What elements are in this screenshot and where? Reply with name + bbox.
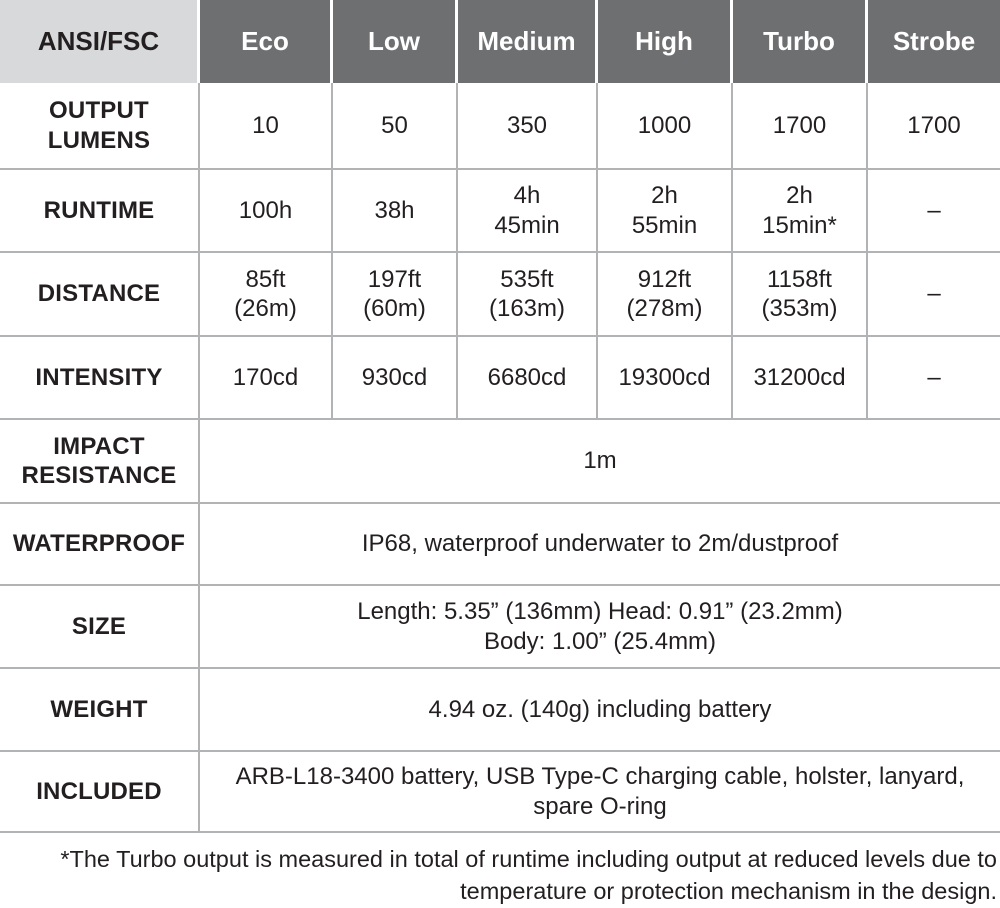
intensity-strobe: – — [927, 363, 941, 391]
output-lumens-high: 1000 — [598, 83, 733, 168]
output-lumens-strobe: 1700 — [907, 111, 961, 139]
intensity-turbo: 31200cd — [733, 337, 868, 418]
distance-medium: 535ft (163m) — [458, 253, 598, 335]
runtime-high: 2h 55min — [598, 170, 733, 251]
distance-strobe: – — [927, 280, 941, 308]
table-row-size: SIZE Length: 5.35” (136mm) Head: 0.91” (… — [0, 584, 1000, 667]
impact-resistance-value: 1m — [583, 447, 617, 475]
header-cell-strobe: Strobe — [868, 0, 1000, 83]
output-lumens-eco: 10 — [200, 83, 333, 168]
header-cell-medium: Medium — [458, 0, 598, 83]
header-cell-eco: Eco — [200, 0, 333, 83]
row-label-impact-resistance: IMPACT RESISTANCE — [0, 420, 200, 502]
runtime-eco: 100h — [200, 170, 333, 251]
header-cell-turbo: Turbo — [733, 0, 868, 83]
distance-eco: 85ft (26m) — [200, 253, 333, 335]
intensity-low: 930cd — [333, 337, 458, 418]
runtime-strobe: – — [927, 196, 941, 224]
table-row-impact-resistance: IMPACT RESISTANCE 1m — [0, 418, 1000, 502]
intensity-high: 19300cd — [598, 337, 733, 418]
row-label-runtime: RUNTIME — [0, 170, 200, 251]
runtime-turbo: 2h 15min* — [733, 170, 868, 251]
intensity-eco: 170cd — [200, 337, 333, 418]
header-cell-high: High — [598, 0, 733, 83]
size-value: Length: 5.35” (136mm) Head: 0.91” (23.2m… — [357, 598, 843, 655]
table-row-intensity: INTENSITY 170cd 930cd 6680cd 19300cd 312… — [0, 335, 1000, 418]
table-row-runtime: RUNTIME 100h 38h 4h 45min 2h 55min 2h 15… — [0, 168, 1000, 251]
table-row-waterproof: WATERPROOF IP68, waterproof underwater t… — [0, 502, 1000, 584]
weight-value: 4.94 oz. (140g) including battery — [428, 695, 772, 723]
output-lumens-low: 50 — [333, 83, 458, 168]
distance-turbo: 1158ft (353m) — [733, 253, 868, 335]
intensity-medium: 6680cd — [458, 337, 598, 418]
table-row-weight: WEIGHT 4.94 oz. (140g) including battery — [0, 667, 1000, 750]
row-label-waterproof: WATERPROOF — [0, 504, 200, 584]
runtime-medium: 4h 45min — [458, 170, 598, 251]
runtime-low: 38h — [333, 170, 458, 251]
distance-high: 912ft (278m) — [598, 253, 733, 335]
row-label-weight: WEIGHT — [0, 669, 200, 750]
row-label-distance: DISTANCE — [0, 253, 200, 335]
distance-low: 197ft (60m) — [333, 253, 458, 335]
turbo-footnote: *The Turbo output is measured in total o… — [60, 846, 997, 904]
output-lumens-medium: 350 — [458, 83, 598, 168]
row-label-output-lumens: OUTPUT LUMENS — [0, 83, 200, 168]
table-row-output-lumens: OUTPUT LUMENS 10 50 350 1000 1700 1700 — [0, 83, 1000, 168]
header-cell-low: Low — [333, 0, 458, 83]
table-row-included: INCLUDED ARB-L18-3400 battery, USB Type-… — [0, 750, 1000, 831]
table-header-row: ANSI/FSC Eco Low Medium High Turbo Strob… — [0, 0, 1000, 83]
row-label-intensity: INTENSITY — [0, 337, 200, 418]
included-value: ARB-L18-3400 battery, USB Type-C chargin… — [235, 763, 965, 820]
spec-table: ANSI/FSC Eco Low Medium High Turbo Strob… — [0, 0, 1000, 833]
row-label-size: SIZE — [0, 586, 200, 667]
row-label-included: INCLUDED — [0, 752, 200, 831]
table-row-distance: DISTANCE 85ft (26m) 197ft (60m) 535ft (1… — [0, 251, 1000, 335]
waterproof-value: IP68, waterproof underwater to 2m/dustpr… — [361, 530, 839, 558]
output-lumens-turbo: 1700 — [733, 83, 868, 168]
header-cell-ansi-fsc: ANSI/FSC — [0, 0, 200, 83]
